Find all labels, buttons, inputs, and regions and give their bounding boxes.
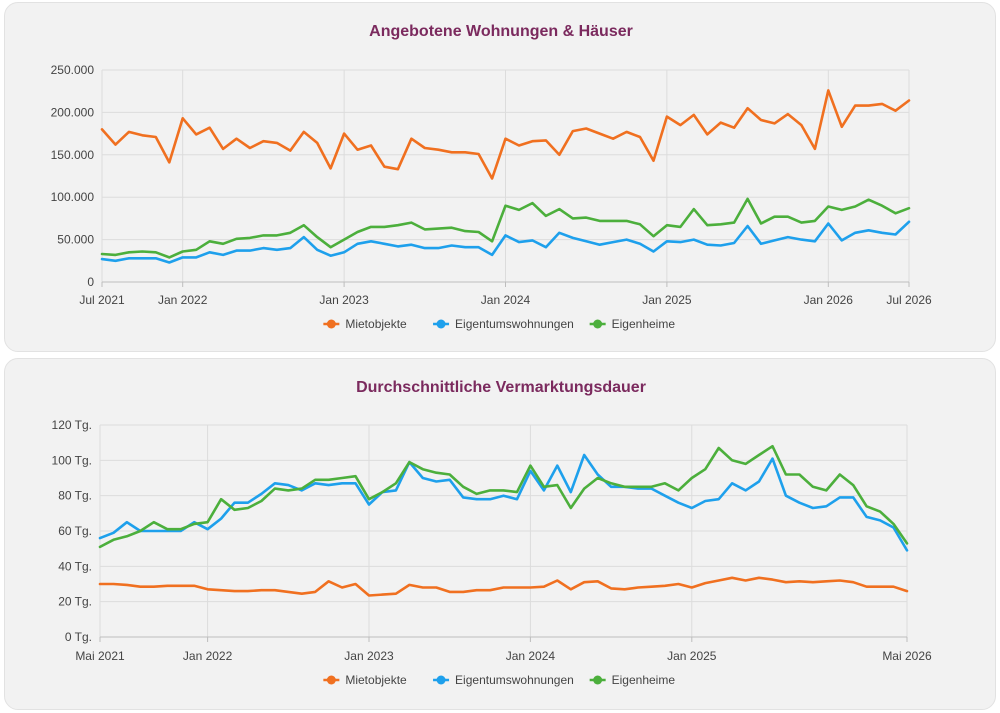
series-line-eigentumswohnungen xyxy=(100,220,911,264)
y-tick-label: 250.000 xyxy=(51,63,95,77)
series-line-mietobjekte xyxy=(98,576,909,597)
y-tick-label: 0 Tg. xyxy=(65,630,92,644)
series-line-eigentumswohnungen xyxy=(98,453,909,552)
y-tick-label: 80 Tg. xyxy=(58,489,92,503)
x-tick-label: Jan 2024 xyxy=(506,649,556,663)
y-tick-label: 100 Tg. xyxy=(52,453,92,467)
listings-line-chart: Angebotene Wohnungen & Häuser 0 50.000 100… xyxy=(51,23,932,331)
x-tick-label: Jan 2026 xyxy=(804,293,854,307)
y-tick-label: 60 Tg. xyxy=(58,524,92,538)
chart-title: Angebotene Wohnungen & Häuser xyxy=(369,23,633,40)
x-tick-label: Jul 2021 xyxy=(79,293,125,307)
legend-label: Eigentumswohnungen xyxy=(455,673,574,687)
x-tick-label: Jan 2025 xyxy=(667,649,717,663)
legend-swatch-dot xyxy=(326,675,336,685)
x-tick-label: Jan 2022 xyxy=(158,293,208,307)
chart-panel-duration: Durchschnittliche Vermarktungsdauer 0 Tg… xyxy=(4,358,996,710)
x-tick-label: Jul 2026 xyxy=(886,293,932,307)
legend-swatch-dot xyxy=(436,319,446,329)
legend-swatch-dot xyxy=(326,319,336,329)
duration-line-chart: Durchschnittliche Vermarktungsdauer 0 Tg… xyxy=(52,379,932,687)
x-tick-label: Jan 2023 xyxy=(344,649,394,663)
chart-title: Durchschnittliche Vermarktungsdauer xyxy=(356,379,646,396)
y-tick-label: 20 Tg. xyxy=(58,595,92,609)
y-tick-label: 150.000 xyxy=(51,148,95,162)
legend-item-eigenheime[interactable]: Eigenheime xyxy=(589,673,676,687)
legend-item-mietobjekte[interactable]: Mietobjekte xyxy=(323,317,407,331)
legend-item-eigenheime[interactable]: Eigenheime xyxy=(589,317,676,331)
legend-item-eigentumswohnungen[interactable]: Eigentumswohnungen xyxy=(433,317,574,331)
legend-swatch-dot xyxy=(436,675,446,685)
y-tick-label: 200.000 xyxy=(51,105,95,119)
legend-label: Eigentumswohnungen xyxy=(455,317,574,331)
legend-item-mietobjekte[interactable]: Mietobjekte xyxy=(323,673,407,687)
x-tick-label: Jan 2022 xyxy=(183,649,233,663)
y-tick-label: 100.000 xyxy=(51,190,95,204)
x-tick-label: Jan 2025 xyxy=(642,293,692,307)
y-tick-label: 40 Tg. xyxy=(58,559,92,573)
series-line-eigenheime xyxy=(100,197,911,259)
y-tick-label: 120 Tg. xyxy=(52,418,92,432)
legend-swatch-dot xyxy=(593,319,603,329)
series-line-eigenheime xyxy=(98,444,909,549)
legend-label: Eigenheime xyxy=(612,673,676,687)
x-tick-label: Mai 2021 xyxy=(75,649,125,663)
legend-label: Mietobjekte xyxy=(345,673,407,687)
x-tick-label: Jan 2023 xyxy=(319,293,369,307)
y-tick-label: 50.000 xyxy=(57,233,94,247)
chart-legend: Mietobjekte Eigentumswohnungen Eigenheime xyxy=(323,317,675,331)
chart-panel-listings: Angebotene Wohnungen & Häuser 0 50.000 100… xyxy=(4,2,996,352)
x-tick-label: Jan 2024 xyxy=(481,293,531,307)
y-tick-label: 0 xyxy=(87,275,94,289)
legend-swatch-dot xyxy=(593,675,603,685)
legend-item-eigentumswohnungen[interactable]: Eigentumswohnungen xyxy=(433,673,574,687)
legend-label: Eigenheime xyxy=(612,317,676,331)
x-tick-label: Mai 2026 xyxy=(882,649,932,663)
legend-label: Mietobjekte xyxy=(345,317,407,331)
chart-legend: Mietobjekte Eigentumswohnungen Eigenheime xyxy=(323,673,675,687)
series-line-mietobjekte xyxy=(100,89,911,180)
